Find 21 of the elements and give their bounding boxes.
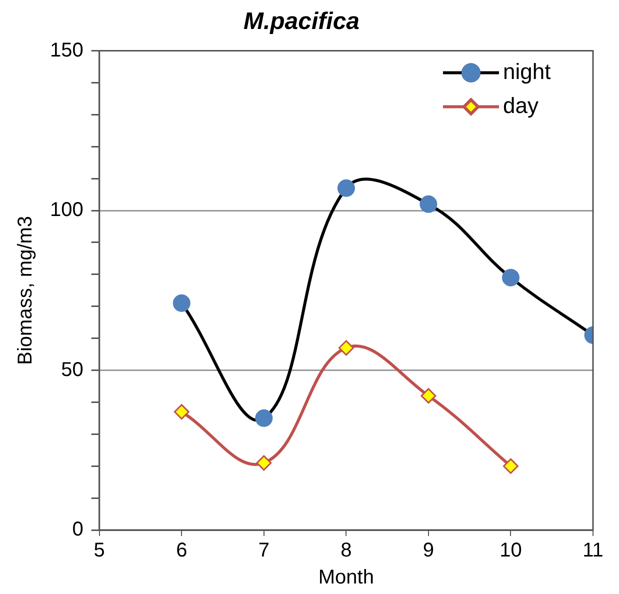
x-tick-label: 11 bbox=[582, 540, 604, 562]
x-tick-label: 7 bbox=[258, 540, 270, 562]
point bbox=[502, 458, 518, 474]
legend-label: day bbox=[503, 92, 538, 118]
point bbox=[420, 388, 436, 404]
point bbox=[256, 455, 272, 471]
y-tick-label: 150 bbox=[50, 39, 84, 62]
x-axis-title: Month bbox=[318, 566, 374, 589]
y-tick-label: 50 bbox=[61, 358, 84, 381]
y-tick-label: 100 bbox=[50, 199, 84, 222]
legend-label: night bbox=[503, 58, 551, 84]
x-tick-label: 8 bbox=[340, 540, 352, 562]
x-tick-label: 9 bbox=[422, 540, 434, 562]
y-axis-title: Biomass, mg/m3 bbox=[14, 216, 37, 365]
y-tick-label: 0 bbox=[72, 518, 84, 541]
x-tick-label: 5 bbox=[94, 540, 105, 562]
point bbox=[174, 404, 190, 420]
x-tick-label: 10 bbox=[500, 540, 522, 562]
x-tick-label: 6 bbox=[176, 540, 188, 562]
chart-title: M.pacifica bbox=[243, 8, 360, 36]
point bbox=[338, 340, 354, 356]
